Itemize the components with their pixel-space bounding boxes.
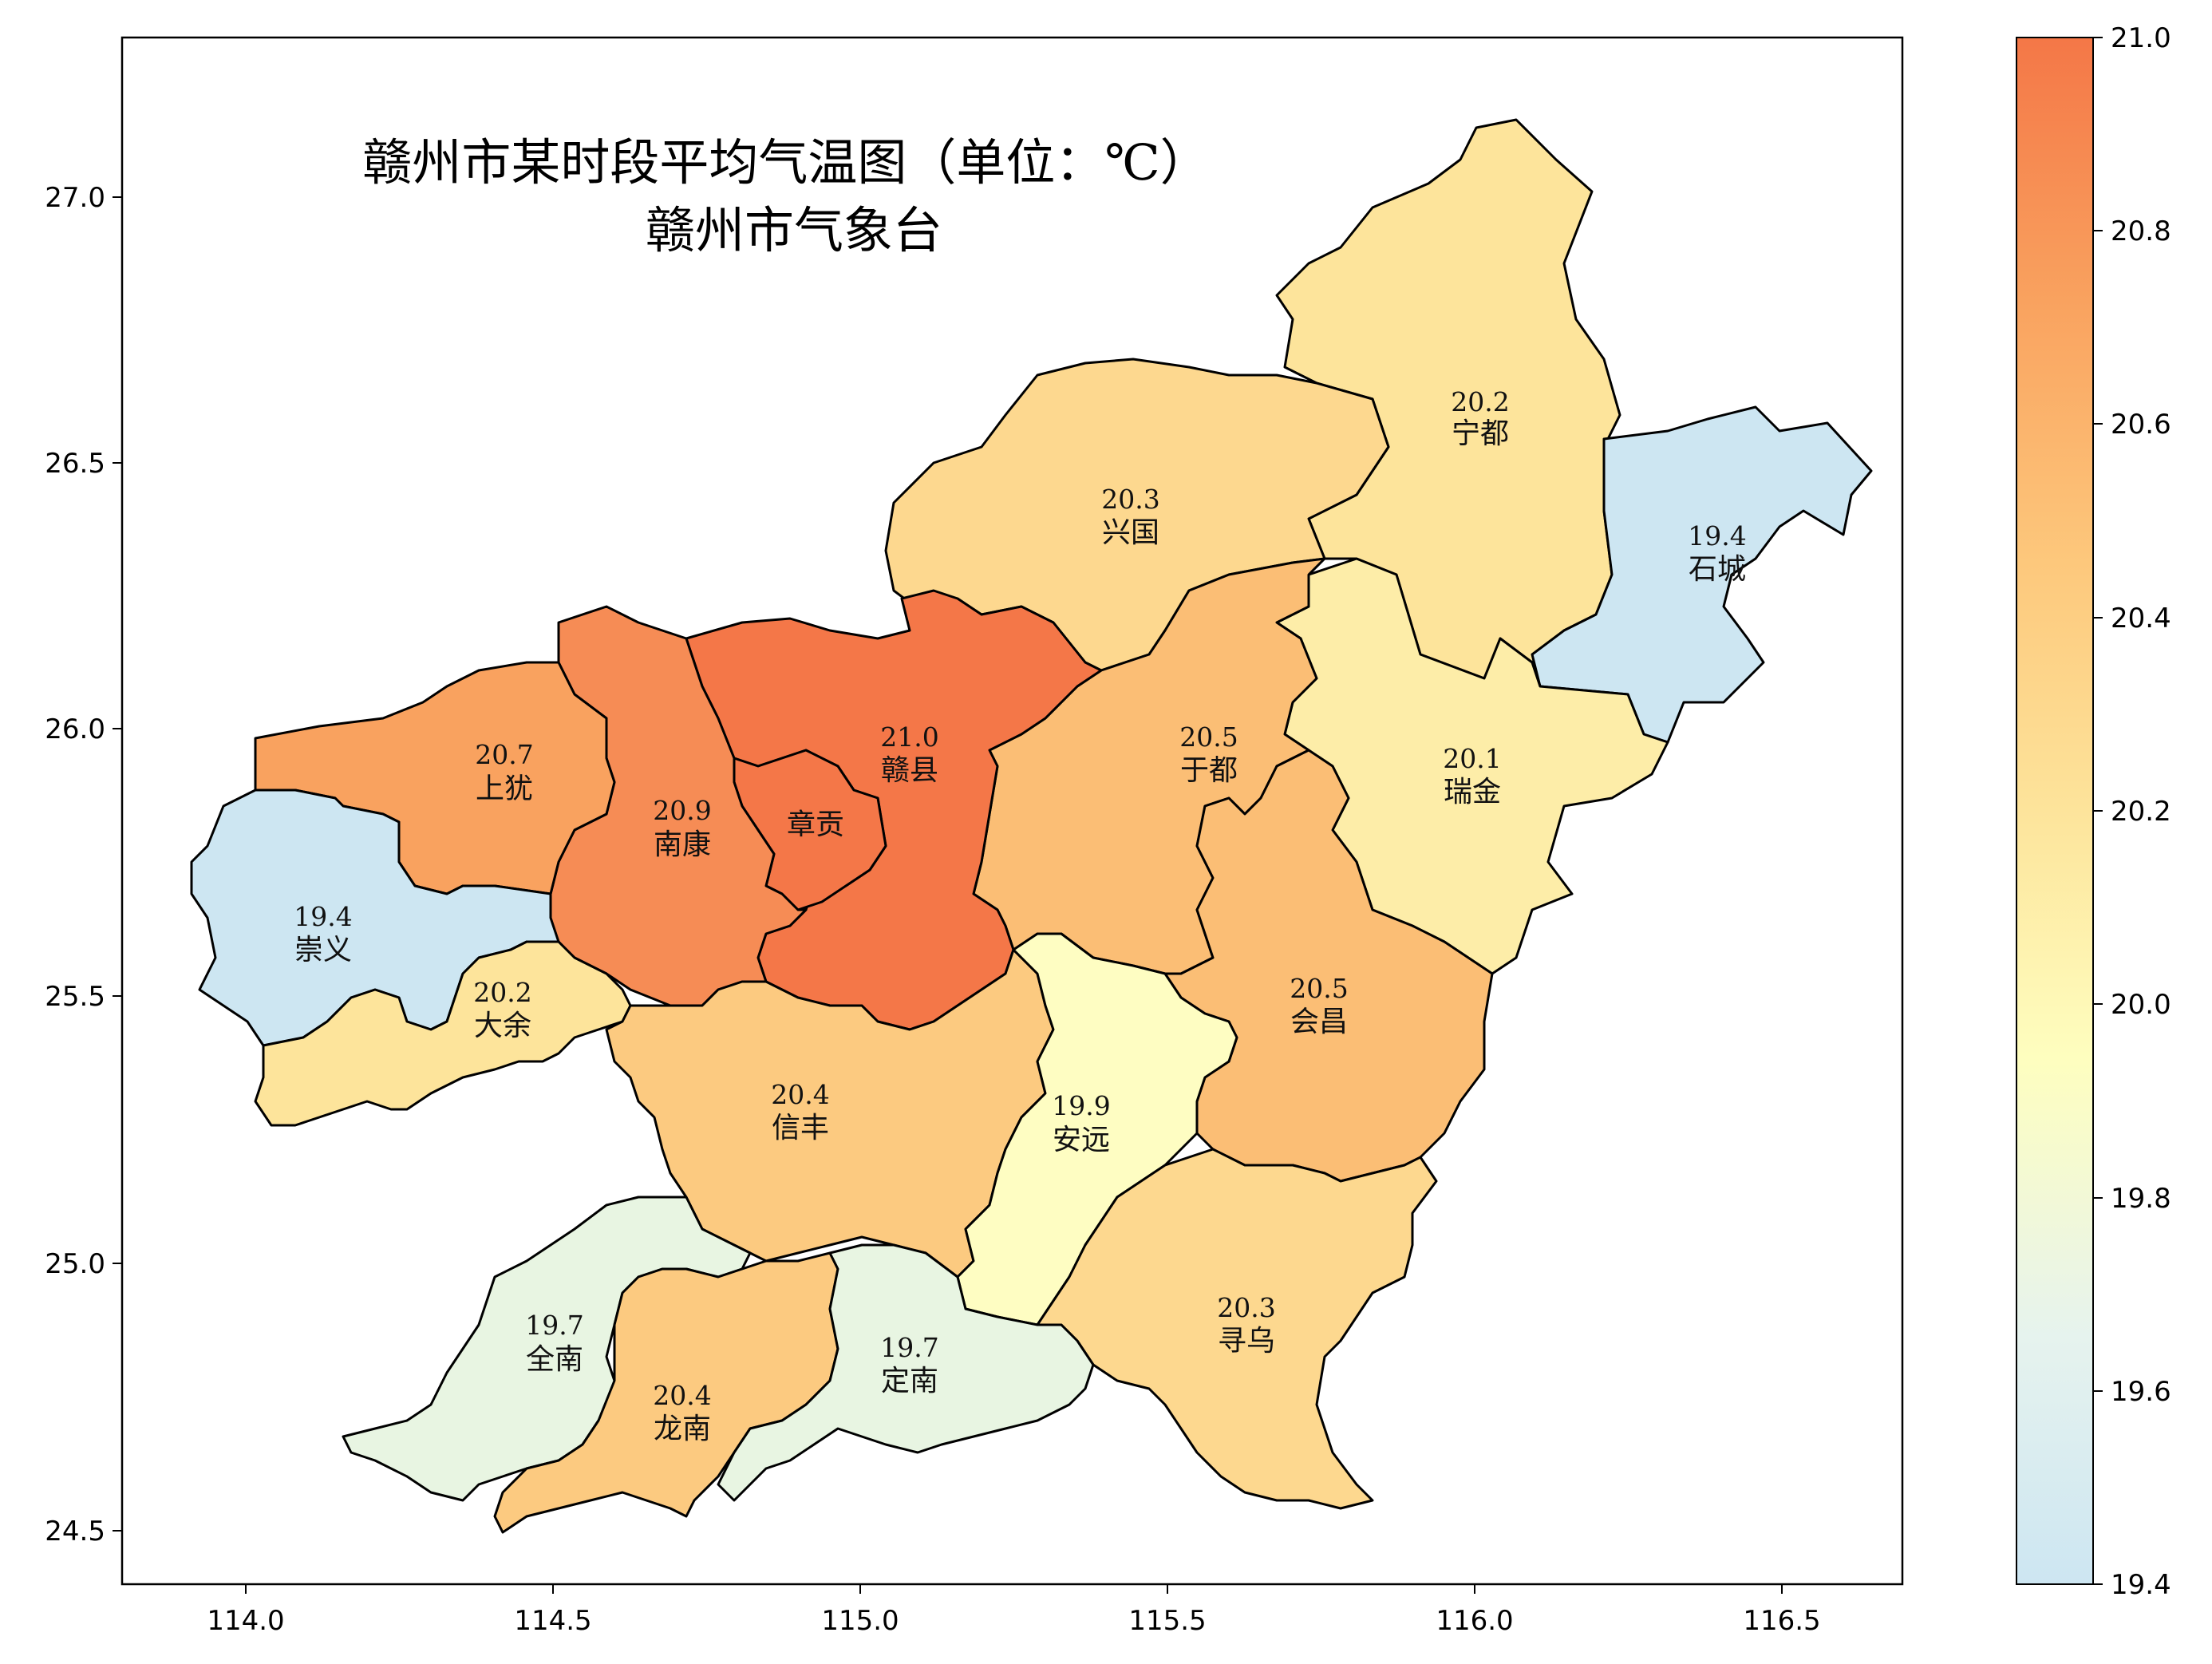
x-axis: 114.0 114.5 115.0 115.5 116.0 116.5 — [207, 1584, 1821, 1637]
svg-text:19.4: 19.4 — [294, 901, 352, 932]
label-dingnan: 19.7定南 — [880, 1332, 938, 1397]
y-tick-label: 26.5 — [45, 448, 105, 480]
svg-text:20.5: 20.5 — [1290, 973, 1348, 1004]
colorbar-tick-label: 20.0 — [2111, 989, 2171, 1021]
svg-text:全南: 全南 — [526, 1343, 583, 1376]
svg-text:石城: 石城 — [1689, 553, 1746, 586]
label-quannan: 19.7全南 — [525, 1310, 583, 1376]
y-tick-label: 27.0 — [45, 182, 105, 214]
svg-text:瑞金: 瑞金 — [1444, 776, 1501, 808]
x-tick-label: 116.5 — [1743, 1605, 1820, 1637]
map-title: 赣州市某时段平均气温图（单位：℃） — [362, 133, 1209, 192]
label-ganxian: 21.0赣县 — [880, 721, 938, 787]
svg-text:龙南: 龙南 — [654, 1413, 711, 1445]
y-tick-label: 25.5 — [45, 981, 105, 1013]
svg-text:崇义: 崇义 — [294, 934, 352, 966]
label-huichang: 20.5会昌 — [1290, 973, 1348, 1038]
x-tick-label: 114.5 — [514, 1605, 591, 1637]
svg-text:20.2: 20.2 — [473, 977, 531, 1008]
label-zhanggong: 章贡 — [787, 808, 844, 841]
svg-text:20.2: 20.2 — [1451, 386, 1509, 417]
y-tick-label: 26.0 — [45, 713, 105, 745]
svg-text:安远: 安远 — [1053, 1124, 1110, 1156]
svg-text:20.1: 20.1 — [1443, 743, 1501, 774]
svg-text:宁都: 宁都 — [1452, 417, 1509, 450]
label-shangyou: 20.7上犹 — [475, 739, 533, 805]
svg-text:20.3: 20.3 — [1101, 484, 1159, 515]
label-yudu: 20.5于都 — [1179, 721, 1238, 787]
label-ningdu: 20.2宁都 — [1451, 386, 1509, 450]
label-shicheng: 19.4石城 — [1688, 520, 1746, 586]
county-shicheng — [1531, 405, 1873, 744]
svg-text:会昌: 会昌 — [1290, 1006, 1348, 1038]
svg-text:20.4: 20.4 — [653, 1380, 711, 1411]
colorbar: 19.4 19.6 19.8 20.0 20.2 20.4 20.6 20.8 … — [2016, 22, 2171, 1601]
colorbar-tick-label: 20.4 — [2111, 603, 2171, 634]
svg-text:信丰: 信丰 — [772, 1112, 829, 1144]
colorbar-gradient — [2016, 37, 2094, 1585]
colorbar-tick-label: 20.8 — [2111, 215, 2171, 247]
svg-text:20.4: 20.4 — [771, 1079, 829, 1110]
svg-text:上犹: 上犹 — [476, 773, 533, 805]
svg-text:21.0: 21.0 — [880, 721, 938, 753]
svg-text:19.9: 19.9 — [1052, 1090, 1110, 1121]
colorbar-tick-label: 19.8 — [2111, 1183, 2171, 1215]
svg-text:20.7: 20.7 — [475, 739, 533, 770]
svg-text:于都: 于都 — [1180, 754, 1238, 787]
label-xingguo: 20.3兴国 — [1101, 484, 1159, 549]
colorbar-tick-label: 19.4 — [2111, 1569, 2171, 1601]
colorbar-tick-label: 20.6 — [2111, 409, 2171, 441]
svg-text:20.3: 20.3 — [1217, 1292, 1275, 1323]
svg-text:寻乌: 寻乌 — [1218, 1325, 1275, 1358]
label-xinfeng: 20.4信丰 — [771, 1079, 829, 1144]
colorbar-tick-label: 20.2 — [2111, 796, 2171, 828]
svg-text:19.7: 19.7 — [880, 1332, 938, 1363]
svg-text:20.9: 20.9 — [653, 795, 711, 826]
svg-text:兴国: 兴国 — [1102, 516, 1159, 549]
svg-text:19.7: 19.7 — [525, 1310, 583, 1341]
svg-text:19.4: 19.4 — [1688, 520, 1746, 551]
label-nankang: 20.9南康 — [653, 795, 711, 861]
label-dayu: 20.2大余 — [473, 977, 531, 1042]
svg-text:章贡: 章贡 — [787, 808, 844, 841]
label-ruijin: 20.1瑞金 — [1443, 743, 1501, 808]
x-tick-label: 116.0 — [1436, 1605, 1513, 1637]
label-anyuan: 19.9安远 — [1052, 1090, 1110, 1156]
x-tick-label: 115.0 — [821, 1605, 899, 1637]
colorbar-tick-label: 19.6 — [2111, 1376, 2171, 1408]
y-tick-label: 24.5 — [45, 1516, 105, 1547]
colorbar-tick-label: 21.0 — [2111, 22, 2171, 54]
y-tick-label: 25.0 — [45, 1248, 105, 1280]
label-xunwu: 20.3寻乌 — [1217, 1292, 1275, 1358]
svg-text:赣县: 赣县 — [881, 754, 938, 787]
county-shapes — [190, 118, 1873, 1534]
county-labels: 20.2宁都 19.4石城 20.3兴国 20.1瑞金 20.5于都 21.0赣… — [294, 386, 1746, 1445]
svg-text:20.5: 20.5 — [1179, 721, 1238, 753]
label-chongyi: 19.4崇义 — [294, 901, 352, 966]
x-tick-label: 115.5 — [1128, 1605, 1206, 1637]
county-dingnan — [717, 1243, 1095, 1502]
map-subtitle: 赣州市气象台 — [646, 201, 942, 259]
svg-text:定南: 定南 — [881, 1365, 938, 1397]
svg-text:大余: 大余 — [474, 1010, 531, 1042]
label-longnan: 20.4龙南 — [653, 1380, 711, 1445]
svg-text:南康: 南康 — [654, 828, 711, 861]
y-axis: 24.5 25.0 25.5 26.0 26.5 27.0 — [45, 182, 122, 1547]
county-xunwu — [1036, 1148, 1438, 1510]
x-tick-label: 114.0 — [207, 1605, 284, 1637]
